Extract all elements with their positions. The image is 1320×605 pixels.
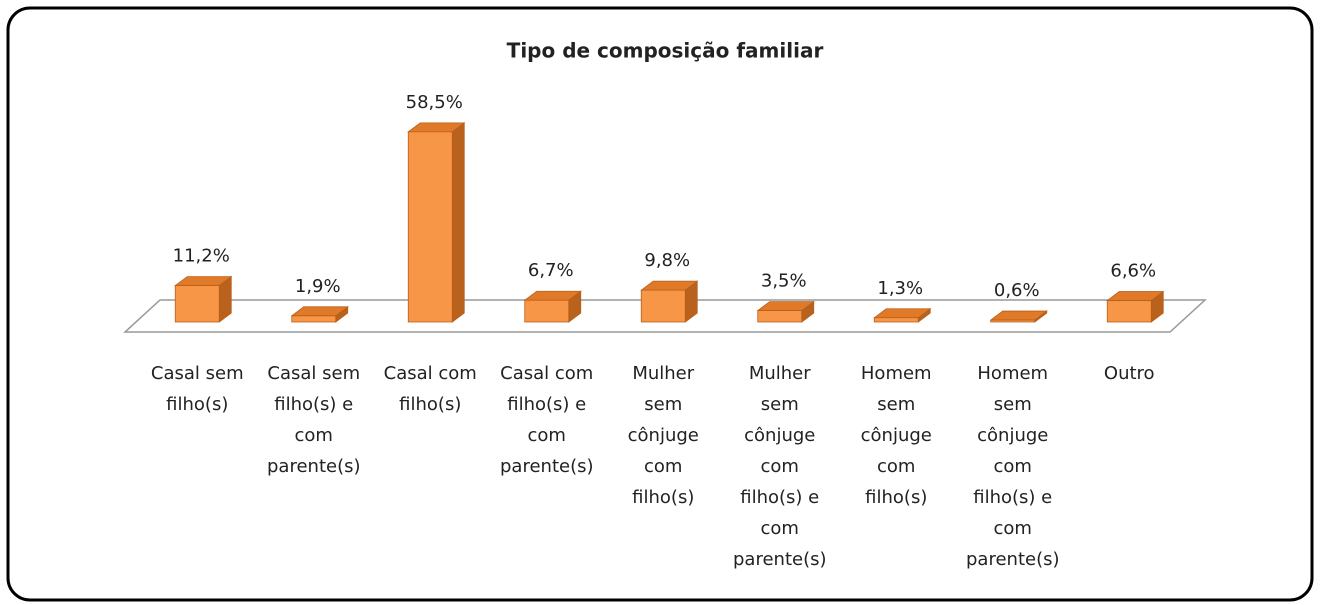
bar-face [174, 285, 220, 323]
x-tick-label: Casal sem filho(s) e com parente(s) [267, 363, 361, 477]
bar-face [451, 122, 465, 323]
x-tick-label: Casal com filho(s) e com parente(s) [500, 363, 594, 477]
data-label: 6,7% [528, 260, 574, 281]
data-label: 58,5% [406, 92, 463, 113]
bar [640, 280, 699, 323]
x-tick-label: Mulher sem cônjuge com filho(s) [627, 363, 699, 508]
x-tick-label: Homem sem cônjuge com filho(s) e com par… [966, 363, 1060, 570]
bar [523, 290, 582, 323]
data-label: 3,5% [761, 271, 807, 292]
bar-face [873, 317, 919, 323]
bar [1106, 290, 1165, 323]
bar [407, 122, 466, 323]
bar [989, 310, 1048, 323]
bar-face [757, 310, 803, 323]
x-tick-label: Homem sem cônjuge com filho(s) [860, 363, 932, 508]
bar-face [407, 131, 453, 323]
data-label: 9,8% [644, 250, 690, 271]
x-tick-label: Casal com filho(s) [383, 363, 477, 415]
x-tick-label: Mulher sem cônjuge com filho(s) e com pa… [733, 363, 827, 570]
bar-face [1106, 300, 1152, 323]
bar-face [990, 319, 1036, 323]
data-label: 11,2% [173, 246, 230, 267]
x-tick-label: Casal sem filho(s) [150, 363, 244, 415]
bar [174, 275, 233, 323]
bar [290, 306, 349, 323]
x-tick-label: Outro [1103, 363, 1155, 384]
bar [756, 300, 815, 323]
bar-face [640, 289, 686, 323]
chart-title: Tipo de composição familiar [507, 39, 824, 63]
data-label: 1,3% [877, 278, 923, 299]
bar-face [291, 315, 337, 323]
data-label: 0,6% [994, 280, 1040, 301]
bar [873, 307, 932, 323]
data-label: 1,9% [295, 276, 341, 297]
data-label: 6,6% [1110, 261, 1156, 282]
bar-face [524, 299, 570, 323]
